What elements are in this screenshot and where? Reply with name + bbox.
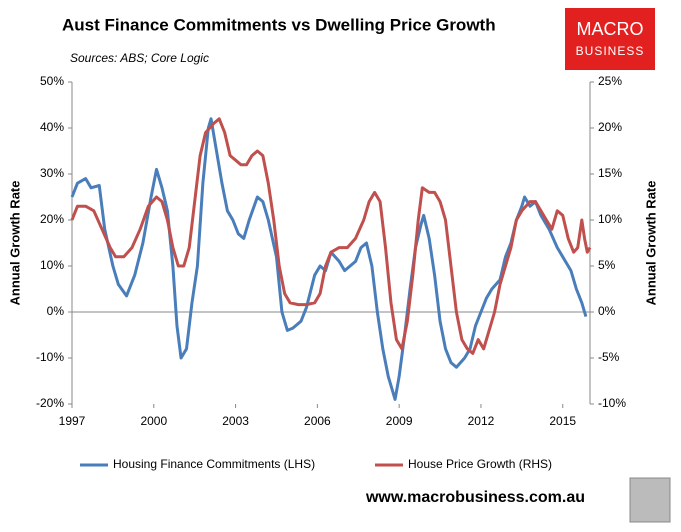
- x-tick-label: 2000: [140, 414, 167, 428]
- chart-subtitle: Sources: ABS; Core Logic: [70, 51, 209, 65]
- chart-title: Aust Finance Commitments vs Dwelling Pri…: [62, 15, 496, 34]
- y2-axis-title: Annual Growth Rate: [643, 181, 658, 306]
- y2-tick-label: 0%: [598, 304, 616, 318]
- y-tick-label: 20%: [40, 212, 64, 226]
- y2-tick-label: 25%: [598, 74, 622, 88]
- x-tick-label: 2009: [386, 414, 413, 428]
- y-axis-title: Annual Growth Rate: [7, 181, 22, 306]
- x-tick-label: 2012: [468, 414, 495, 428]
- y-tick-label: 50%: [40, 74, 64, 88]
- series-line: [70, 117, 592, 355]
- y2-tick-label: 5%: [598, 258, 616, 272]
- y-tick-label: 30%: [40, 166, 64, 180]
- y-tick-label: -20%: [36, 396, 64, 410]
- y2-tick-label: 15%: [598, 166, 622, 180]
- y2-tick-label: -5%: [598, 350, 620, 364]
- legend-label: House Price Growth (RHS): [408, 457, 552, 471]
- x-tick-label: 2006: [304, 414, 331, 428]
- y-tick-label: 10%: [40, 258, 64, 272]
- logo-top: MACRO: [577, 19, 644, 39]
- x-tick-label: 1997: [59, 414, 86, 428]
- y-tick-label: -10%: [36, 350, 64, 364]
- y2-tick-label: 20%: [598, 120, 622, 134]
- logo-bottom: BUSINESS: [576, 44, 645, 58]
- y2-tick-label: -10%: [598, 396, 626, 410]
- x-tick-label: 2003: [222, 414, 249, 428]
- logo-box: [565, 8, 655, 70]
- y-tick-label: 0%: [47, 304, 65, 318]
- x-tick-label: 2015: [549, 414, 576, 428]
- series-line: [70, 117, 588, 401]
- website: www.macrobusiness.com.au: [365, 489, 585, 506]
- wolf-icon: [629, 477, 671, 523]
- legend-label: Housing Finance Commitments (LHS): [113, 457, 315, 471]
- y-tick-label: 40%: [40, 120, 64, 134]
- y2-tick-label: 10%: [598, 212, 622, 226]
